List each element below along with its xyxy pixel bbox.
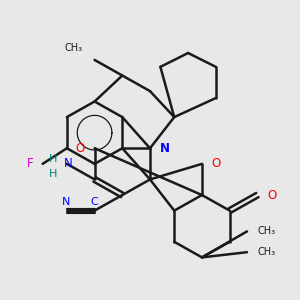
Text: H: H: [49, 169, 57, 178]
Text: N: N: [160, 142, 170, 155]
Text: H: H: [49, 154, 57, 164]
Text: N: N: [62, 197, 70, 207]
Text: C: C: [90, 197, 98, 207]
Text: CH₃: CH₃: [257, 226, 275, 236]
Text: O: O: [76, 142, 85, 155]
Text: F: F: [27, 158, 34, 170]
Text: CH₃: CH₃: [65, 43, 83, 53]
Text: CH₃: CH₃: [257, 247, 275, 257]
Text: O: O: [267, 188, 276, 202]
Text: N: N: [64, 158, 73, 170]
Text: O: O: [212, 158, 221, 170]
